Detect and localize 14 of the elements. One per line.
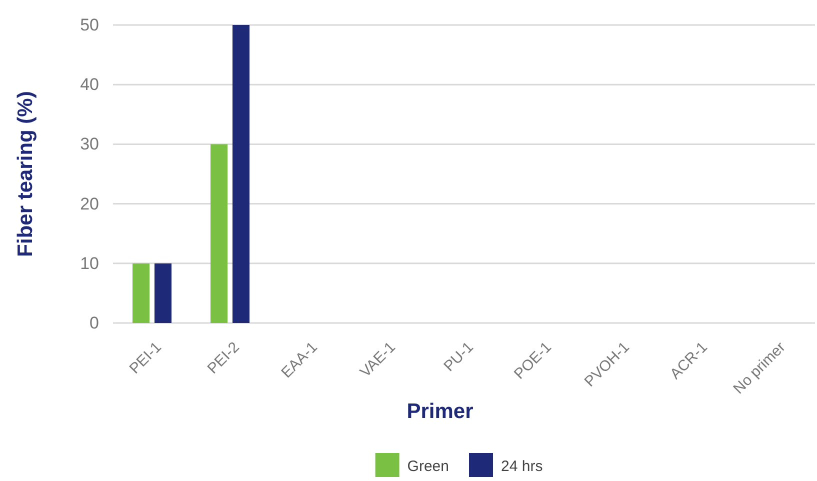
legend-label: 24 hrs (501, 458, 543, 475)
bar (154, 263, 172, 323)
y-tick-label: 50 (80, 15, 99, 34)
y-tick-label: 0 (90, 313, 99, 332)
y-tick-label: 40 (80, 75, 99, 94)
bar (232, 25, 250, 323)
bar (132, 263, 150, 323)
x-axis-title: Primer (406, 400, 474, 423)
bar (210, 144, 228, 323)
y-tick-label: 30 (80, 134, 99, 154)
y-tick-label: 20 (80, 194, 99, 214)
legend-label: Green (407, 458, 449, 475)
y-tick-label: 10 (80, 254, 99, 273)
y-axis-title: Fiber tearing (%) (14, 91, 37, 257)
